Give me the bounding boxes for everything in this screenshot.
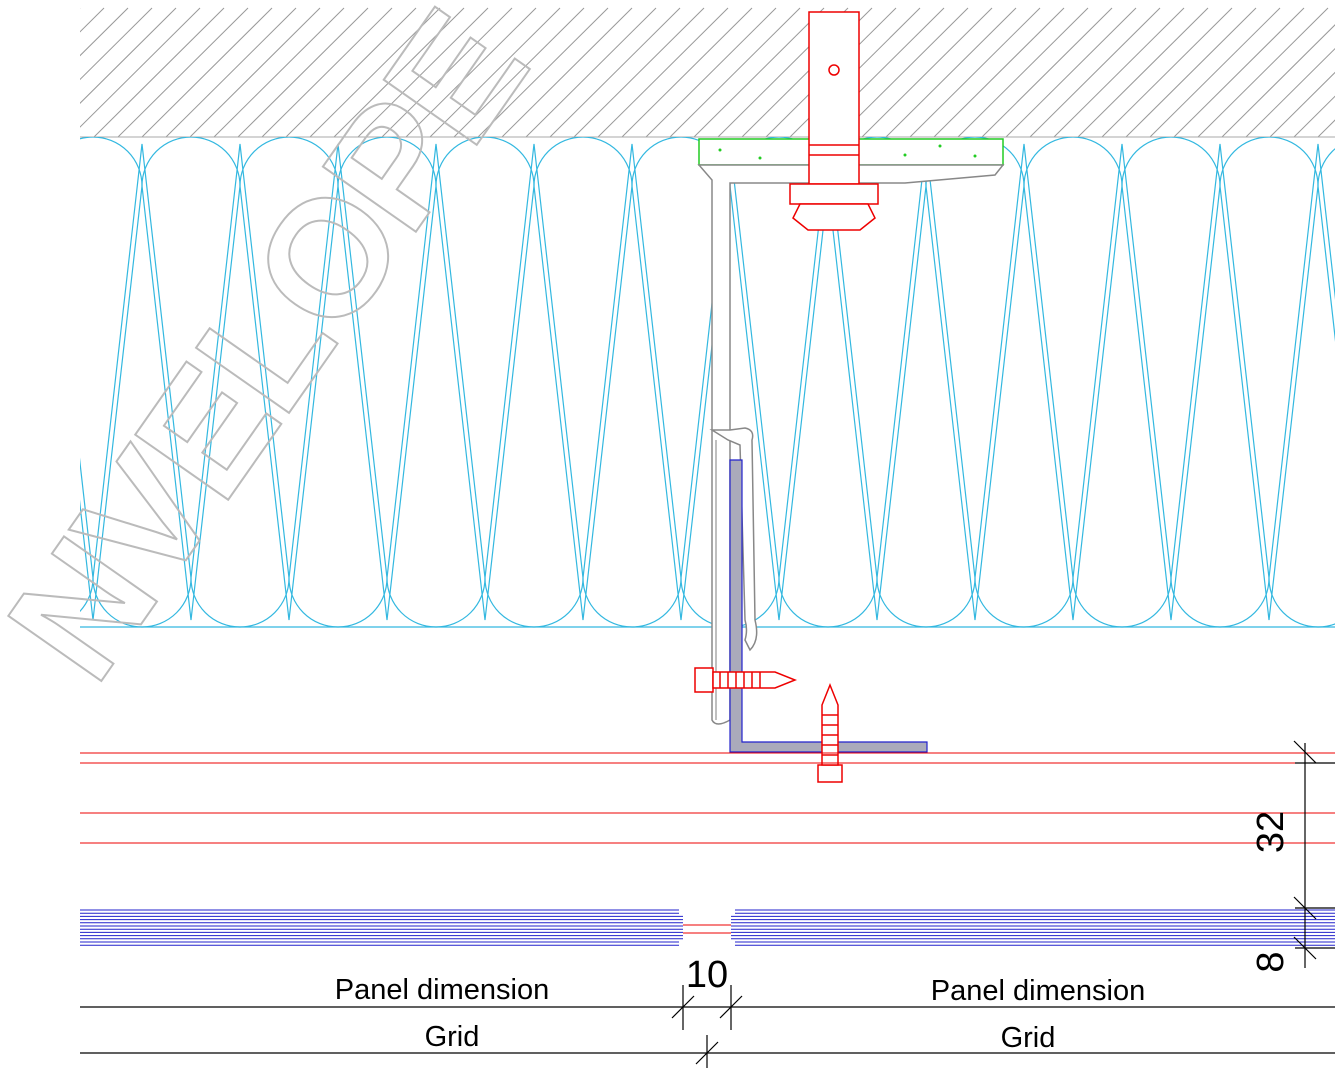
hatch-line [909, 7, 1041, 137]
grid-left: Grid [425, 1021, 480, 1053]
insulation-loop [533, 137, 633, 621]
insulation-loop [141, 137, 241, 621]
hatch-line [309, 7, 441, 137]
hatch-line [285, 7, 417, 137]
hatch-line [453, 7, 585, 137]
hatch-line [645, 7, 777, 137]
screws [694, 667, 843, 783]
insulation-loop [80, 457, 94, 612]
hatch-line [381, 7, 513, 137]
insulation-loop [1219, 137, 1319, 621]
dimension-lines [80, 740, 1335, 1068]
hatch-line [117, 7, 249, 137]
hatch-line [525, 7, 657, 137]
insulation-loop [974, 143, 1074, 628]
hatch-line [429, 7, 561, 137]
insulation-loop [1023, 137, 1123, 621]
hatch-line [501, 7, 633, 137]
insulation-loop [925, 137, 1025, 621]
hatch-line [1077, 7, 1209, 137]
hatch-line [165, 7, 297, 137]
hatch-line [213, 7, 345, 137]
hatch-line [405, 7, 537, 137]
hatch-line [80, 7, 177, 104]
hatch-line [957, 7, 1089, 137]
hatch-line [1125, 7, 1257, 137]
insulation-loop [1170, 143, 1270, 628]
hatch-line [477, 7, 609, 137]
panel-dimension-right: Panel dimension [931, 975, 1145, 1007]
rails [80, 752, 1335, 934]
insulation-loop [1121, 137, 1221, 621]
dim-cladding: 32 [1250, 811, 1292, 853]
hatch-line [1221, 24, 1335, 137]
insulation-loop [484, 143, 584, 628]
hatch-line [1101, 7, 1233, 137]
angle-profile [729, 459, 928, 753]
hatch-line [141, 7, 273, 137]
hatch-line [1173, 7, 1305, 137]
hatch-line [80, 7, 153, 81]
hatch-line [80, 7, 105, 33]
hatch-line [1197, 7, 1329, 137]
dim-joint: 10 [686, 954, 728, 996]
insulation-loop [435, 137, 535, 621]
hatch-line [549, 7, 681, 137]
insulation-loop [337, 137, 437, 621]
hatch-line [573, 7, 705, 137]
grid-right: Grid [1001, 1022, 1056, 1054]
hatch-line [189, 7, 321, 137]
hatch-line [1005, 7, 1137, 137]
hatch-line [1245, 47, 1335, 137]
hatch-line [1269, 71, 1335, 137]
hatch-line [261, 7, 393, 137]
hatch-line [621, 7, 753, 137]
insulation-loop [80, 137, 143, 621]
insulation-loop [1072, 143, 1172, 628]
panel-dimension-left: Panel dimension [335, 974, 549, 1006]
dim-panel: 8 [1250, 951, 1292, 972]
hatch-line [357, 7, 489, 137]
hatch-line [933, 7, 1065, 137]
hatch-line [981, 7, 1113, 137]
panels [80, 909, 1335, 946]
pad-dots [718, 144, 977, 160]
hatch-line [885, 7, 1017, 137]
hatch-line [237, 7, 369, 137]
hatch-line [1029, 7, 1161, 137]
wall-hatch [80, 7, 1335, 137]
watermark: NVELOPE [0, 0, 560, 710]
insulation-loop [876, 143, 976, 628]
hatch-line [80, 7, 201, 128]
hatch-line [1053, 7, 1185, 137]
hatch-line [693, 7, 825, 137]
hatch-line [333, 7, 465, 137]
hatch-line [93, 7, 225, 137]
hatch-line [1293, 95, 1335, 137]
hatch-line [597, 7, 729, 137]
hatch-line [80, 7, 129, 57]
insulation-loop [239, 137, 339, 621]
insulation-loop [1317, 148, 1335, 342]
insulation-loop [582, 143, 682, 628]
insulation-loop [1268, 143, 1335, 628]
hatch-line [669, 7, 801, 137]
hatch-line [861, 7, 993, 137]
hatch-line [1149, 7, 1281, 137]
anchor [789, 11, 879, 231]
hatch-line [80, 8, 81, 9]
